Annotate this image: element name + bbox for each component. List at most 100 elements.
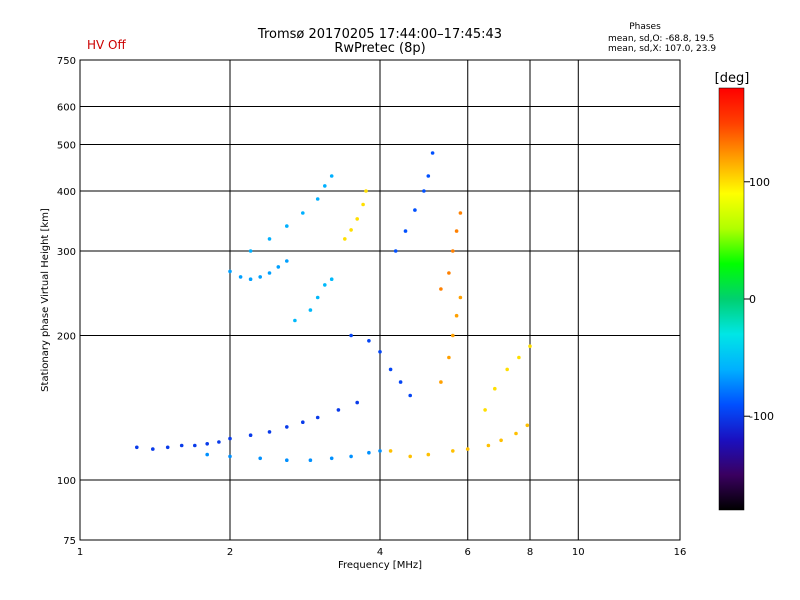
data-point xyxy=(454,313,459,318)
x-tick-label: 1 xyxy=(77,547,83,558)
x-tick-label: 2 xyxy=(227,547,233,558)
y-tick-label: 100 xyxy=(57,476,76,487)
grid-lines xyxy=(80,60,680,540)
data-point xyxy=(228,436,232,441)
colorbar-ticks: 100 0 -100 xyxy=(744,176,774,423)
data-point xyxy=(430,151,435,155)
y-tick-label: 400 xyxy=(57,187,76,198)
y-axis-label: Stationary phase Virtual Height [km] xyxy=(40,208,51,392)
colorbar-label: [deg] xyxy=(715,71,750,86)
y-tick-label: 600 xyxy=(57,103,76,114)
y-tick-label: 500 xyxy=(57,141,76,152)
data-point xyxy=(258,275,263,279)
data-point xyxy=(135,445,139,450)
data-point xyxy=(422,189,426,193)
data-point xyxy=(336,408,341,412)
phases-x-mode: mean, sd,X: 107.0, 23.9 xyxy=(608,44,717,54)
y-tick-label: 750 xyxy=(57,56,76,67)
data-point xyxy=(329,277,334,282)
data-point xyxy=(451,333,455,338)
data-point xyxy=(439,380,443,384)
data-point xyxy=(426,452,431,457)
data-point xyxy=(447,355,451,360)
data-point xyxy=(408,454,413,459)
data-point xyxy=(165,445,170,450)
data-point xyxy=(493,386,497,391)
data-point xyxy=(355,217,360,221)
data-point xyxy=(486,443,491,448)
data-point xyxy=(217,440,221,444)
phases-title: Phases xyxy=(629,22,661,32)
data-point xyxy=(398,380,403,384)
data-point xyxy=(483,408,487,412)
data-point xyxy=(349,454,353,459)
data-point xyxy=(151,447,155,451)
data-point xyxy=(315,197,320,201)
data-point xyxy=(458,211,463,215)
x-tick-label: 10 xyxy=(572,547,585,558)
data-point xyxy=(349,333,353,338)
data-point xyxy=(525,423,530,428)
data-point xyxy=(323,283,327,287)
data-point xyxy=(285,458,289,463)
data-point xyxy=(413,208,417,212)
data-point xyxy=(193,443,197,448)
data-point xyxy=(285,425,289,429)
data-point xyxy=(308,308,313,312)
data-point xyxy=(408,393,413,398)
data-point xyxy=(267,430,272,434)
data-point xyxy=(364,189,368,193)
colorbar-tick-label: -100 xyxy=(749,410,774,423)
data-point xyxy=(361,202,365,207)
x-axis-label: Frequency [MHz] xyxy=(338,560,422,571)
data-point xyxy=(301,211,305,215)
data-point xyxy=(248,277,253,282)
plot-frame xyxy=(79,59,681,541)
x-tick-label: 4 xyxy=(377,547,383,558)
data-point xyxy=(293,318,297,323)
x-tick-label: 16 xyxy=(674,547,687,558)
x-tick-label: 8 xyxy=(527,547,533,558)
data-point xyxy=(439,287,443,291)
data-point xyxy=(205,452,209,457)
data-point xyxy=(403,229,408,233)
data-point xyxy=(388,367,393,372)
data-point xyxy=(329,456,334,461)
data-point xyxy=(378,449,382,453)
data-point xyxy=(323,184,327,188)
data-point xyxy=(228,269,232,274)
data-point xyxy=(426,174,431,178)
data-points xyxy=(135,151,532,463)
data-point xyxy=(499,438,503,443)
data-point xyxy=(355,400,360,405)
data-point xyxy=(343,237,347,241)
data-point xyxy=(528,344,532,349)
y-tick-label: 75 xyxy=(63,536,76,547)
data-point xyxy=(205,442,209,446)
phases-o-mode: mean, sd,O: -68.8, 19.5 xyxy=(608,34,715,44)
data-point xyxy=(308,458,313,463)
data-point xyxy=(378,350,382,354)
data-point xyxy=(285,224,289,228)
data-point xyxy=(276,265,281,269)
y-tick-label: 200 xyxy=(57,332,76,343)
y-tick-label: 300 xyxy=(57,247,76,258)
data-point xyxy=(267,237,272,241)
data-point xyxy=(228,454,232,459)
hv-status: HV Off xyxy=(87,38,126,52)
data-point xyxy=(451,249,455,253)
chart-title-line2: RwPretec (8p) xyxy=(334,41,426,56)
data-point xyxy=(458,295,463,300)
data-point xyxy=(179,443,184,448)
data-point xyxy=(454,229,459,233)
data-point xyxy=(267,271,272,275)
data-point xyxy=(285,259,289,263)
data-point xyxy=(248,433,253,438)
y-axis: 75 100 200 300 400 500 600 750 xyxy=(57,56,76,547)
data-point xyxy=(451,449,455,453)
data-point xyxy=(315,415,320,420)
data-point xyxy=(329,174,334,178)
data-point xyxy=(367,450,371,455)
colorbar xyxy=(718,87,745,511)
